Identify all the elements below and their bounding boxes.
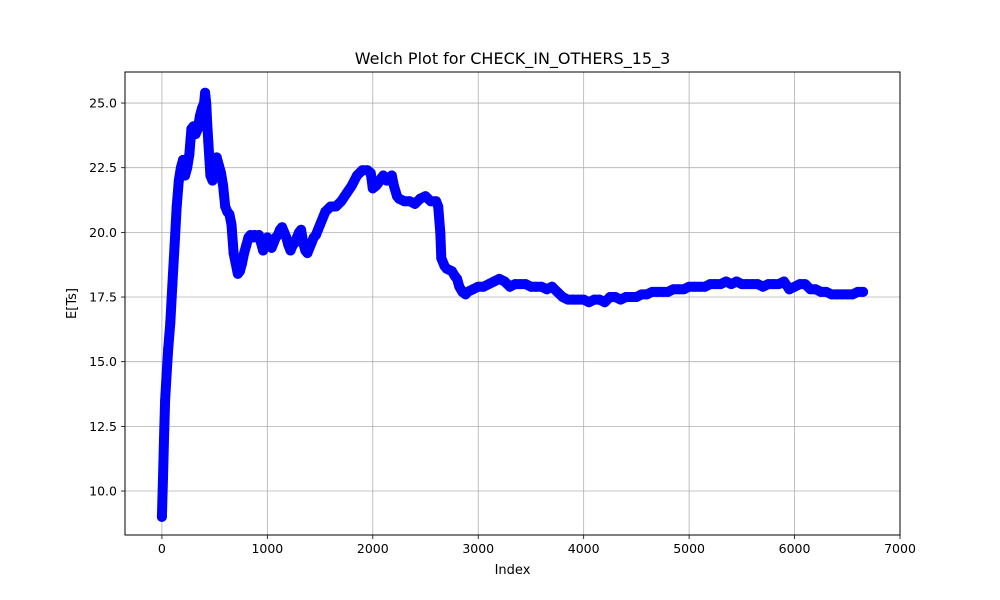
data-point xyxy=(211,152,222,163)
data-point xyxy=(201,98,212,108)
data-point xyxy=(341,188,352,199)
data-point xyxy=(216,167,226,178)
data-point xyxy=(228,248,239,259)
x-tick-label: 3000 xyxy=(462,541,494,556)
axis-ticks: 0 1000 2000 3000 4000 5000 6000 7000 10.0 12.5 15.… xyxy=(89,96,916,556)
data-point xyxy=(224,209,235,220)
data-point xyxy=(779,276,789,287)
grid xyxy=(125,72,901,535)
data-point xyxy=(365,167,376,178)
x-tick-label: 7000 xyxy=(884,541,916,556)
data-point xyxy=(315,219,326,230)
x-tick-label: 0 xyxy=(158,541,166,556)
x-axis-title: Index xyxy=(495,563,531,578)
data-point xyxy=(200,87,211,98)
x-tick-label: 2000 xyxy=(357,541,389,556)
data-point xyxy=(184,149,195,160)
data-point xyxy=(296,224,307,235)
data-point xyxy=(207,175,218,186)
data-point xyxy=(234,266,245,277)
axes-frame xyxy=(124,71,901,536)
data-point xyxy=(182,162,193,173)
y-tick-label: 22.5 xyxy=(89,160,117,175)
data-point xyxy=(169,240,180,251)
y-tick-label: 20.0 xyxy=(89,225,117,240)
x-tick-label: 4000 xyxy=(568,541,600,556)
y-tick-label: 25.0 xyxy=(89,96,117,111)
y-tick-label: 17.5 xyxy=(89,290,117,305)
data-point xyxy=(167,279,178,290)
data-point xyxy=(226,219,237,230)
data-point xyxy=(202,118,213,129)
data-point xyxy=(192,123,203,134)
data-point xyxy=(435,227,446,238)
data-point xyxy=(253,230,264,240)
data-point xyxy=(237,258,247,269)
x-tick-label: 1000 xyxy=(251,541,283,556)
data-point xyxy=(241,240,252,251)
y-axis-title: E[Ts] xyxy=(65,288,80,319)
data-series xyxy=(156,87,869,522)
data-point xyxy=(180,170,191,181)
x-tick-label: 6000 xyxy=(779,541,811,556)
data-point xyxy=(171,201,182,212)
data-point xyxy=(346,180,357,191)
data-point xyxy=(336,196,347,207)
y-tick-label: 15.0 xyxy=(89,354,117,369)
data-point xyxy=(281,232,292,243)
data-point xyxy=(160,395,171,406)
data-point xyxy=(158,473,168,484)
x-tick-label: 5000 xyxy=(673,541,705,556)
data-point xyxy=(452,273,463,284)
data-point xyxy=(218,180,229,191)
data-point xyxy=(194,111,205,121)
data-point xyxy=(239,248,250,259)
y-tick-label: 12.5 xyxy=(89,419,117,434)
data-point xyxy=(858,286,869,297)
data-point xyxy=(433,201,444,212)
y-tick-label: 10.0 xyxy=(89,484,117,499)
data-point xyxy=(161,369,172,380)
data-point xyxy=(165,317,176,328)
data-point xyxy=(386,170,397,181)
data-point xyxy=(159,434,169,445)
data-point xyxy=(156,511,167,522)
data-point xyxy=(163,343,174,354)
chart-title: Welch Plot for CHECK_IN_OTHERS_15_3 xyxy=(355,49,671,69)
data-point xyxy=(436,253,447,264)
data-point xyxy=(213,160,224,171)
data-point xyxy=(203,136,214,147)
data-point xyxy=(388,180,399,191)
